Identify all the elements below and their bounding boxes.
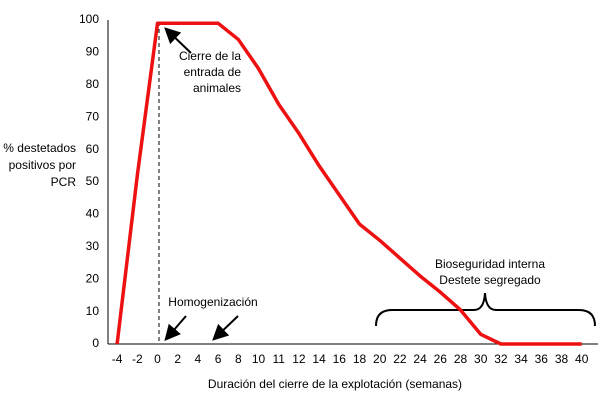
x-tick-label: 32 [494, 352, 508, 366]
y-tick-label: 10 [86, 304, 100, 318]
x-tick-label: 26 [434, 352, 448, 366]
x-tick-label: 40 [575, 352, 589, 366]
x-tick-label: -4 [112, 352, 123, 366]
x-tick-label: 38 [555, 352, 569, 366]
y-tick-label: 50 [86, 174, 100, 188]
x-tick-label: 10 [252, 352, 266, 366]
x-tick-label: 12 [292, 352, 306, 366]
x-tick-label: 4 [195, 352, 202, 366]
y-tick-label: 70 [86, 109, 100, 123]
x-tick-label: 34 [514, 352, 528, 366]
y-tick-label: 80 [86, 77, 100, 91]
x-tick-label: 11 [272, 352, 285, 366]
x-tick-label: 24 [413, 352, 427, 366]
annotation: animales [193, 81, 241, 95]
x-tick-label: 8 [235, 352, 242, 366]
x-tick-label: 6 [215, 352, 222, 366]
y-tick-label: 40 [86, 207, 100, 221]
y-axis-label: PCR [51, 175, 77, 189]
annotation: Homogenización [168, 295, 257, 309]
x-tick-label: 18 [353, 352, 367, 366]
arrow [164, 315, 187, 342]
line [115, 21, 582, 346]
y-tick-label: 0 [92, 336, 99, 350]
x-axis-label: Duración del cierre de la explotación (s… [208, 377, 462, 391]
x-tick-label: 28 [454, 352, 468, 366]
x-tick-label: 16 [333, 352, 347, 366]
y-tick-label: 90 [86, 45, 100, 59]
annotation: Destete segregado [439, 273, 541, 287]
x-tick-label: 14 [312, 352, 326, 366]
annotation: Cierre de la [179, 49, 241, 63]
x-tick-label: 20 [373, 352, 387, 366]
arrow [212, 315, 239, 341]
arrow [164, 27, 192, 54]
y-tick-label: 60 [86, 142, 100, 156]
x-tick-label: 2 [174, 352, 181, 366]
x-tick-label: 22 [393, 352, 407, 366]
y-axis-label: % destetados [3, 141, 76, 155]
annotation: entrada de [184, 65, 242, 79]
x-tick-label: 0 [154, 352, 161, 366]
y-axis-label: positivos por [9, 158, 76, 172]
brace [375, 292, 596, 327]
x-tick-label: -2 [132, 352, 143, 366]
y-tick-label: 30 [86, 239, 100, 253]
x-tick-label: 30 [474, 352, 488, 366]
y-tick-label: 100 [79, 12, 99, 26]
annotation: Bioseguridad interna [435, 257, 545, 271]
y-tick-label: 20 [86, 271, 100, 285]
x-tick-label: 36 [535, 352, 549, 366]
